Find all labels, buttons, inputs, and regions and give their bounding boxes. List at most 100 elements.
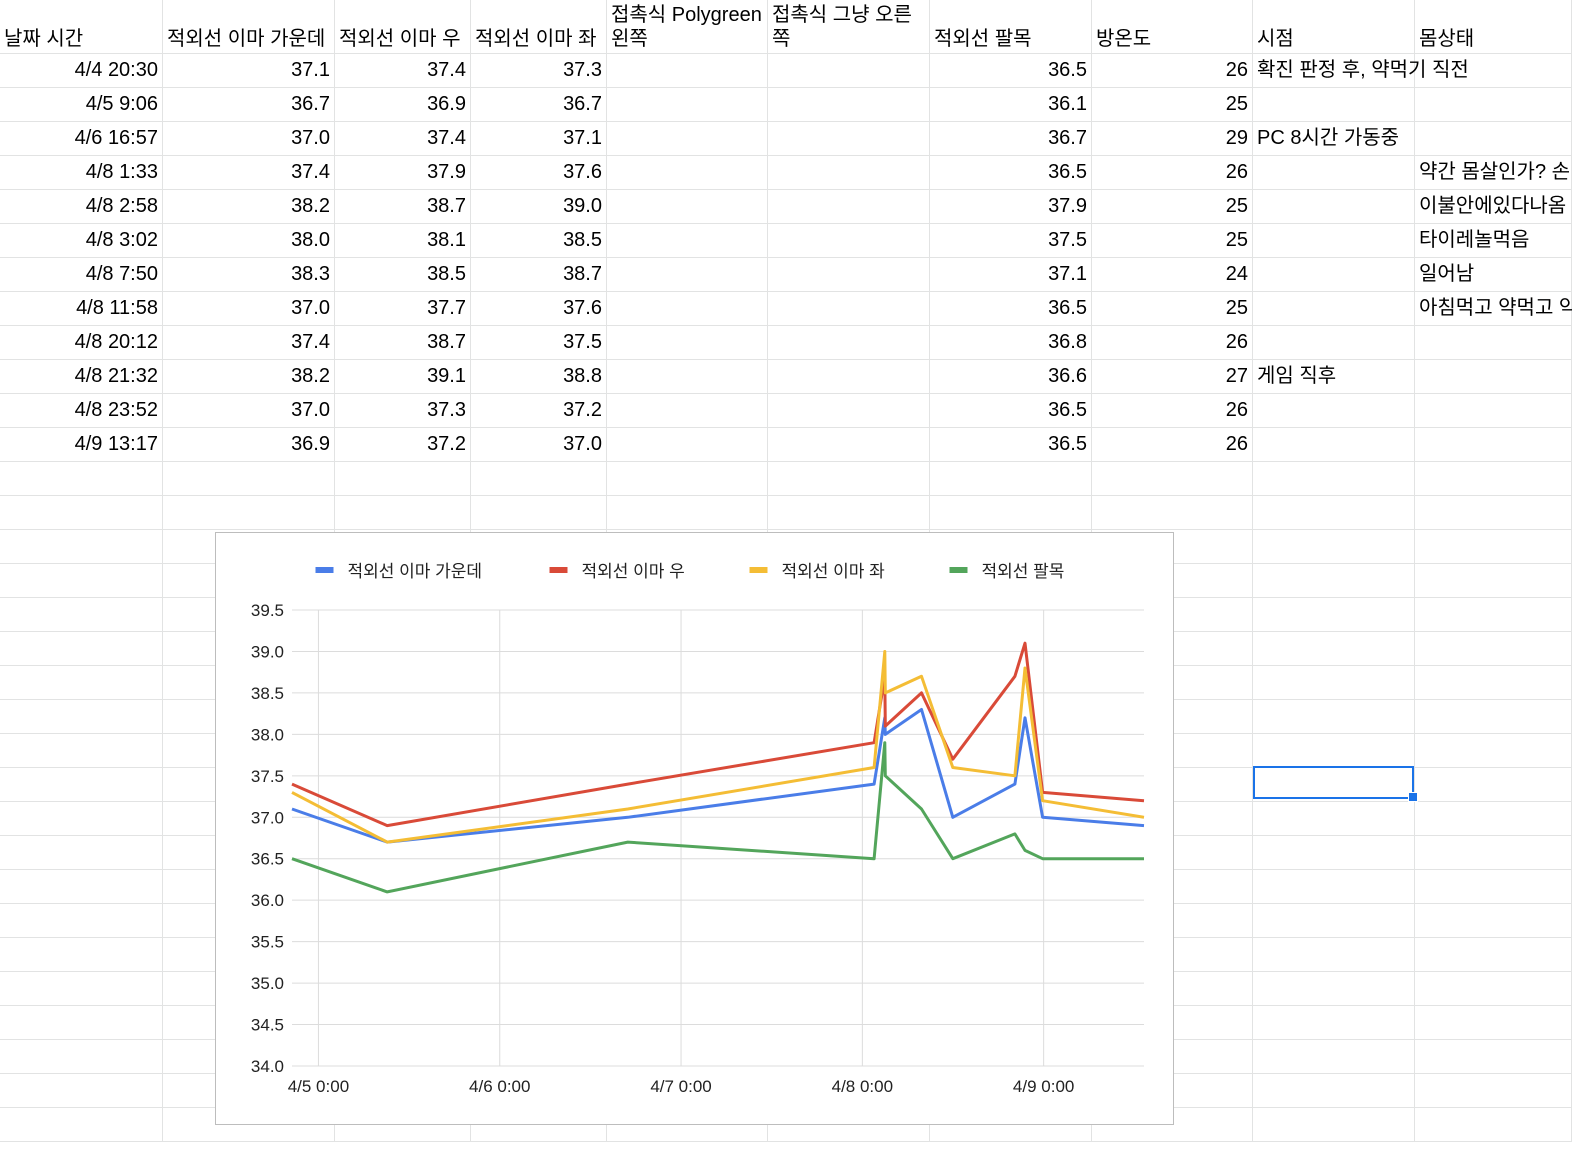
cell-room[interactable]: 26 (1092, 326, 1253, 360)
column-header-datetime[interactable]: 날짜 시간 (0, 0, 163, 54)
cell-center[interactable]: 36.9 (163, 428, 335, 462)
cell-condition[interactable] (1415, 428, 1572, 462)
cell-wrist[interactable]: 36.8 (930, 326, 1092, 360)
column-header-wrist[interactable]: 적외선 팔목 (930, 0, 1092, 54)
cell-room[interactable]: 25 (1092, 224, 1253, 258)
cell-right[interactable]: 38.7 (335, 190, 471, 224)
cell-wrist[interactable]: 36.5 (930, 54, 1092, 88)
empty-cell[interactable] (1415, 734, 1572, 768)
empty-cell[interactable] (607, 462, 768, 496)
column-header-condition[interactable]: 몸상태 (1415, 0, 1572, 54)
cell-moment[interactable] (1253, 326, 1415, 360)
cell-room[interactable]: 26 (1092, 428, 1253, 462)
cell-condition[interactable] (1415, 394, 1572, 428)
cell-wrist[interactable]: 36.5 (930, 394, 1092, 428)
cell-right[interactable]: 37.3 (335, 394, 471, 428)
column-header-plain_right[interactable]: 접촉식 그냥 오른쪽 (768, 0, 930, 54)
cell-left[interactable]: 37.6 (471, 292, 607, 326)
empty-cell[interactable] (1415, 972, 1572, 1006)
cell-left[interactable]: 38.5 (471, 224, 607, 258)
empty-cell[interactable] (163, 496, 335, 530)
cell-moment[interactable] (1253, 394, 1415, 428)
empty-cell[interactable] (1415, 1006, 1572, 1040)
cell-plain_right[interactable] (768, 258, 930, 292)
empty-cell[interactable] (1253, 938, 1415, 972)
empty-cell[interactable] (0, 666, 163, 700)
cell-center[interactable]: 37.0 (163, 394, 335, 428)
cell-condition[interactable] (1415, 326, 1572, 360)
cell-poly_left[interactable] (607, 190, 768, 224)
empty-cell[interactable] (1253, 666, 1415, 700)
empty-cell[interactable] (1253, 496, 1415, 530)
cell-wrist[interactable]: 36.7 (930, 122, 1092, 156)
empty-cell[interactable] (471, 496, 607, 530)
cell-left[interactable]: 37.5 (471, 326, 607, 360)
empty-cell[interactable] (1253, 1040, 1415, 1074)
empty-cell[interactable] (0, 564, 163, 598)
cell-right[interactable]: 39.1 (335, 360, 471, 394)
cell-moment[interactable]: 게임 직후 (1253, 360, 1415, 394)
cell-left[interactable]: 37.2 (471, 394, 607, 428)
empty-cell[interactable] (1415, 938, 1572, 972)
empty-cell[interactable] (1253, 904, 1415, 938)
cell-datetime[interactable]: 4/6 16:57 (0, 122, 163, 156)
empty-cell[interactable] (0, 802, 163, 836)
empty-cell[interactable] (768, 1108, 930, 1142)
cell-plain_right[interactable] (768, 326, 930, 360)
empty-cell[interactable] (1415, 564, 1572, 598)
cell-plain_right[interactable] (768, 292, 930, 326)
cell-left[interactable]: 37.0 (471, 428, 607, 462)
empty-cell[interactable] (1253, 768, 1415, 802)
cell-datetime[interactable]: 4/9 13:17 (0, 428, 163, 462)
cell-poly_left[interactable] (607, 258, 768, 292)
cell-poly_left[interactable] (607, 122, 768, 156)
cell-wrist[interactable]: 36.5 (930, 156, 1092, 190)
empty-cell[interactable] (1253, 870, 1415, 904)
cell-plain_right[interactable] (768, 122, 930, 156)
cell-condition[interactable]: 타이레놀먹음 (1415, 224, 1572, 258)
cell-wrist[interactable]: 37.1 (930, 258, 1092, 292)
empty-cell[interactable] (1253, 700, 1415, 734)
cell-room[interactable]: 29 (1092, 122, 1253, 156)
empty-cell[interactable] (1415, 802, 1572, 836)
empty-cell[interactable] (471, 462, 607, 496)
empty-cell[interactable] (1415, 462, 1572, 496)
cell-poly_left[interactable] (607, 88, 768, 122)
empty-cell[interactable] (0, 1040, 163, 1074)
fill-handle[interactable] (1408, 792, 1418, 802)
empty-cell[interactable] (1253, 598, 1415, 632)
column-header-left[interactable]: 적외선 이마 좌 (471, 0, 607, 54)
cell-room[interactable]: 25 (1092, 88, 1253, 122)
temperature-line-chart[interactable]: 34.0 34.5 35.0 35.5 36.0 36.5 37.0 37.5 38.0 38.5… (215, 532, 1174, 1125)
cell-center[interactable]: 38.0 (163, 224, 335, 258)
cell-poly_left[interactable] (607, 360, 768, 394)
empty-cell[interactable] (1415, 870, 1572, 904)
cell-right[interactable]: 38.5 (335, 258, 471, 292)
cell-center[interactable]: 38.3 (163, 258, 335, 292)
empty-cell[interactable] (768, 496, 930, 530)
cell-condition[interactable] (1415, 54, 1572, 88)
cell-center[interactable]: 37.4 (163, 326, 335, 360)
cell-right[interactable]: 38.7 (335, 326, 471, 360)
cell-right[interactable]: 37.4 (335, 122, 471, 156)
empty-cell[interactable] (1253, 836, 1415, 870)
cell-poly_left[interactable] (607, 394, 768, 428)
cell-left[interactable]: 39.0 (471, 190, 607, 224)
empty-cell[interactable] (1415, 496, 1572, 530)
empty-cell[interactable] (163, 462, 335, 496)
empty-cell[interactable] (1253, 972, 1415, 1006)
cell-wrist[interactable]: 36.5 (930, 428, 1092, 462)
cell-moment[interactable]: PC 8시간 가동중 (1253, 122, 1415, 156)
empty-cell[interactable] (0, 496, 163, 530)
empty-cell[interactable] (1415, 700, 1572, 734)
cell-left[interactable]: 37.1 (471, 122, 607, 156)
selected-cell[interactable] (1253, 766, 1414, 799)
empty-cell[interactable] (607, 1108, 768, 1142)
column-header-poly_left[interactable]: 접촉식 Polygreen 왼쪽 (607, 0, 768, 54)
empty-cell[interactable] (0, 530, 163, 564)
empty-cell[interactable] (930, 462, 1092, 496)
empty-cell[interactable] (768, 462, 930, 496)
empty-cell[interactable] (0, 734, 163, 768)
cell-plain_right[interactable] (768, 88, 930, 122)
cell-room[interactable]: 25 (1092, 292, 1253, 326)
